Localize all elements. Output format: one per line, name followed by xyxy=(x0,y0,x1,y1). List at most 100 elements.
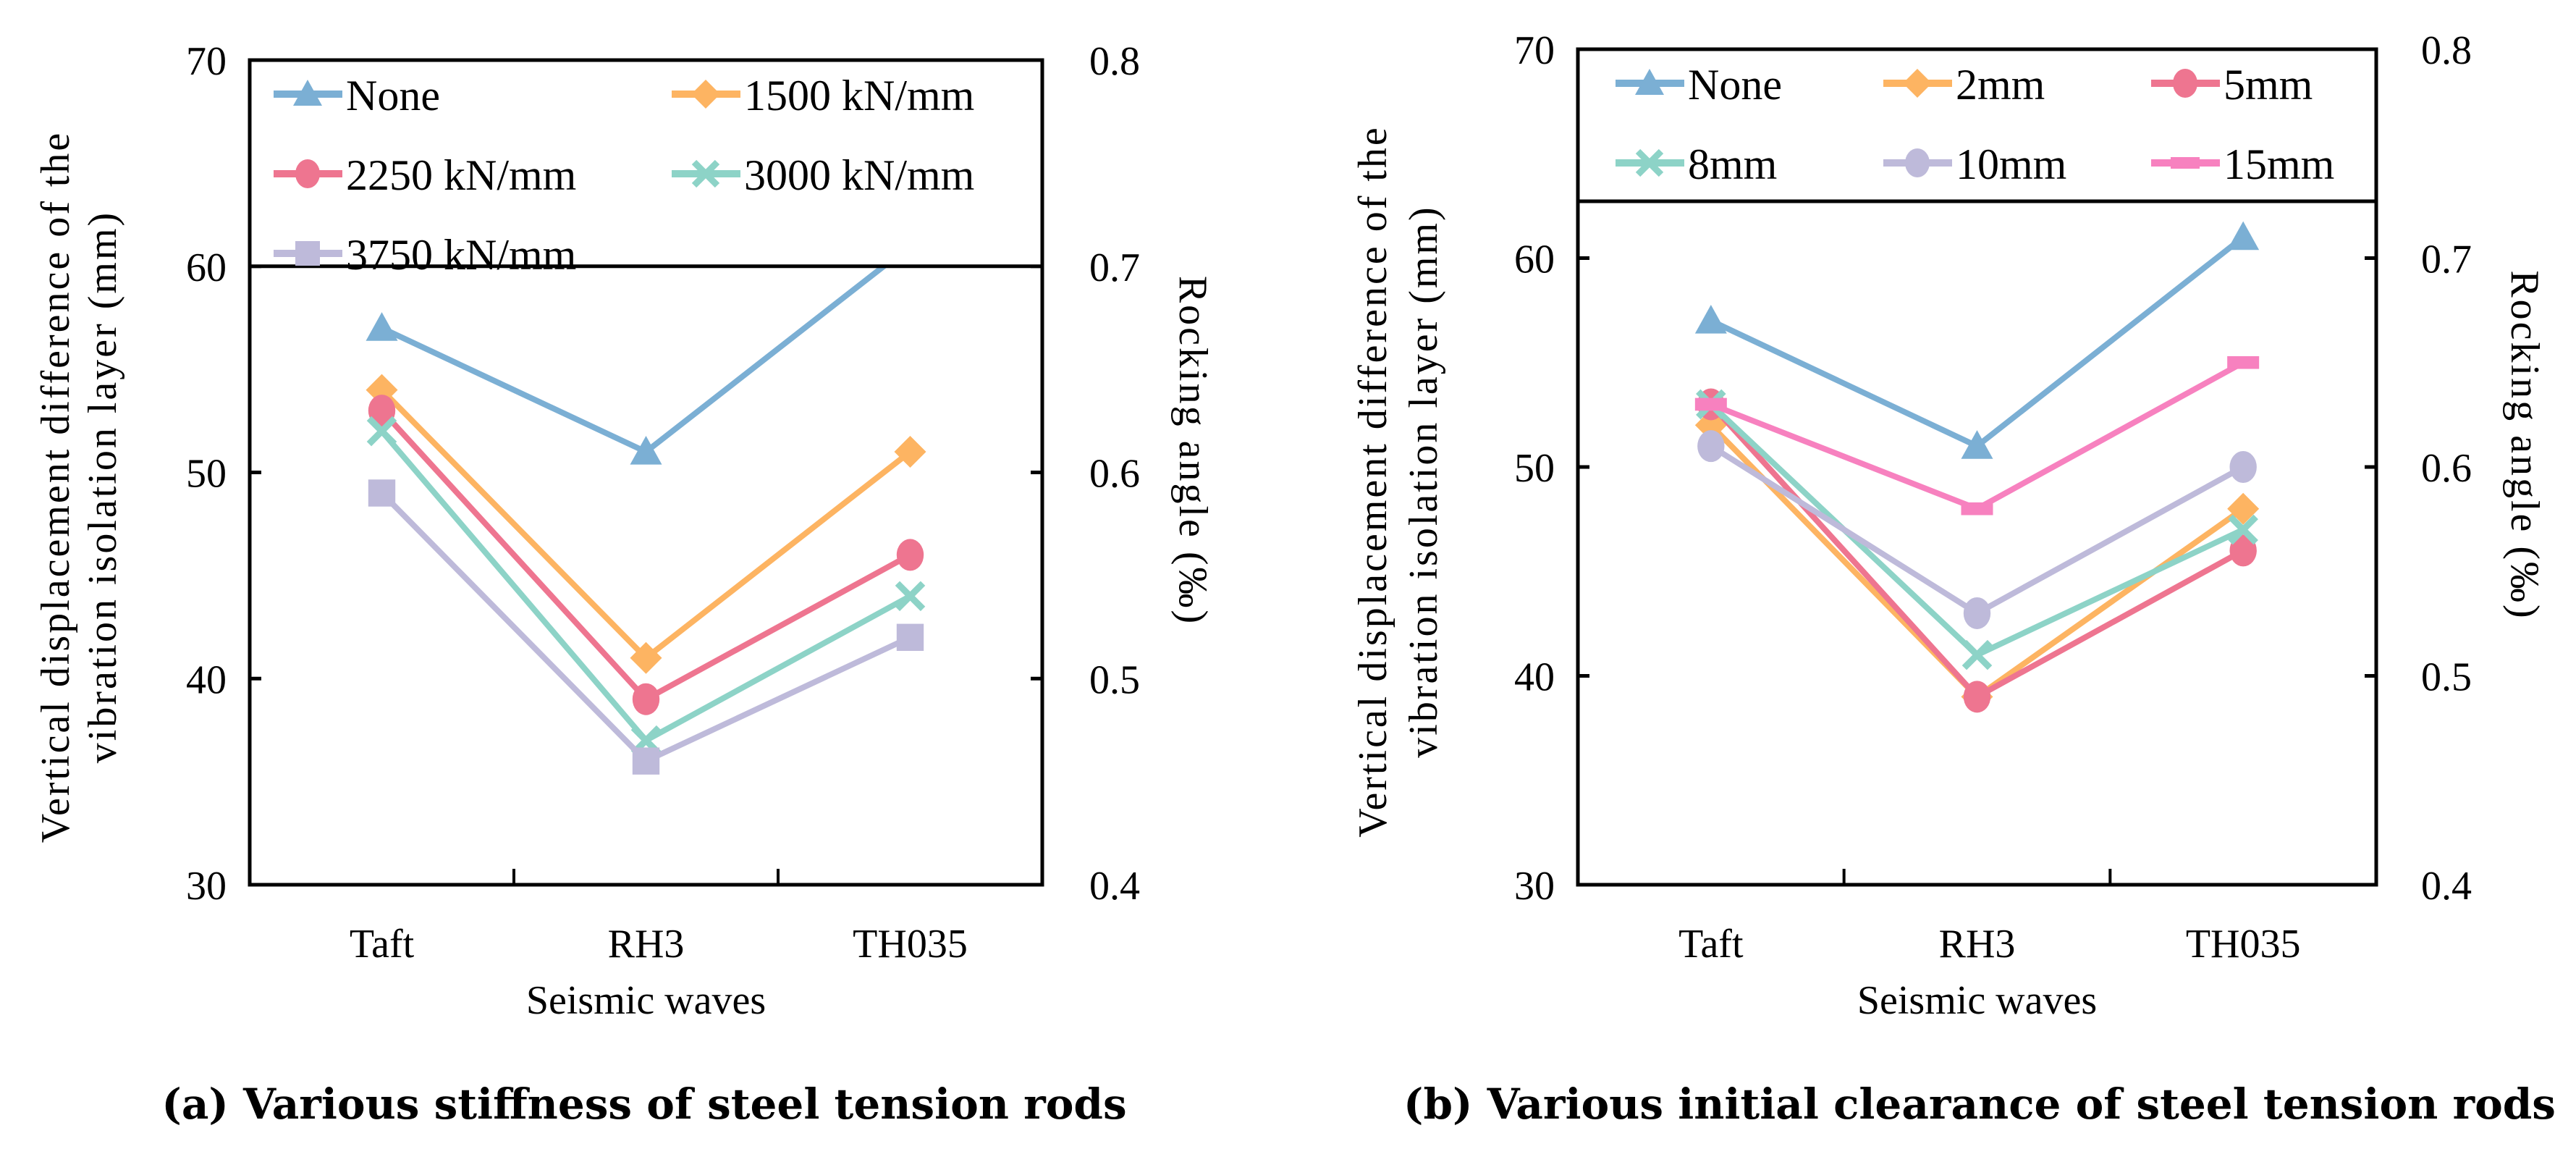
data-point xyxy=(2229,451,2257,483)
legend-item: 15mm xyxy=(2151,140,2334,188)
legend-item: 2mm xyxy=(1883,61,2045,109)
y2-tick-label: 0.8 xyxy=(2421,28,2472,73)
data-point xyxy=(1963,597,1991,629)
data-point xyxy=(1694,397,1727,411)
data-point xyxy=(632,683,660,715)
series-15mm xyxy=(1694,355,2260,515)
legend-label: 3000 kN/mm xyxy=(744,151,974,199)
x-tick-label: RH3 xyxy=(1939,922,2016,967)
legend-label: 3750 kN/mm xyxy=(346,231,576,279)
x-tick-label: Taft xyxy=(350,922,415,967)
legend-item: None xyxy=(1616,61,1782,109)
x-tick-label: RH3 xyxy=(608,922,685,967)
y2-tick-label: 0.5 xyxy=(1089,657,1140,702)
legend-item: 8mm xyxy=(1616,140,1777,188)
series-none xyxy=(1694,221,2260,459)
x-axis-title: Seismic waves xyxy=(1857,978,2097,1023)
y2-tick-label: 0.5 xyxy=(2421,655,2472,700)
legend-marker-icon xyxy=(295,241,320,266)
x-tick-label: Taft xyxy=(1678,922,1744,967)
series-line xyxy=(1709,443,2245,616)
legend-item: 10mm xyxy=(1883,140,2066,188)
legend-marker-icon xyxy=(1635,69,1664,95)
y2-tick-label: 0.8 xyxy=(1089,39,1140,84)
series-2250-kn-mm xyxy=(368,395,924,715)
legend-marker-icon xyxy=(691,80,720,109)
y-tick-label: 60 xyxy=(186,245,227,290)
y2-axis-title: Rocking angle (‰) xyxy=(2502,270,2547,620)
legend-label: 8mm xyxy=(1688,140,1777,188)
legend-item: 1500 kN/mm xyxy=(672,72,974,119)
y2-tick-label: 0.7 xyxy=(2421,237,2472,282)
legend-label: 10mm xyxy=(1956,140,2066,188)
data-point xyxy=(895,581,926,612)
series-line xyxy=(379,491,912,765)
data-point xyxy=(896,623,924,651)
legend-label: None xyxy=(346,72,440,119)
x-tick-label: TH035 xyxy=(2186,922,2301,967)
legend-item: 2250 kN/mm xyxy=(274,151,576,199)
legend-marker-icon xyxy=(295,159,320,188)
y2-axis-title: Rocking angle (‰) xyxy=(1170,276,1215,626)
data-point xyxy=(368,479,396,507)
figure-caption: (b) Various initial clearance of steel t… xyxy=(1403,1079,2556,1129)
figure-caption: (a) Various stiffness of steel tension r… xyxy=(161,1079,1126,1129)
series-10mm xyxy=(1697,430,2257,629)
data-point xyxy=(632,747,660,775)
data-point xyxy=(1963,681,1991,713)
y-tick-label: 30 xyxy=(186,864,227,909)
data-point xyxy=(2227,355,2260,369)
y-tick-label: 40 xyxy=(186,657,227,702)
legend-label: 2250 kN/mm xyxy=(346,151,576,199)
legend-marker-icon xyxy=(2171,157,2200,169)
legend-item: 3750 kN/mm xyxy=(274,231,576,279)
legend-box xyxy=(1576,47,2378,203)
legend-marker-icon xyxy=(2173,69,2197,98)
data-point xyxy=(1961,430,1993,459)
y-tick-label: 50 xyxy=(186,452,227,497)
data-point xyxy=(2227,492,2260,525)
data-point xyxy=(2229,534,2257,567)
data-point xyxy=(366,312,398,341)
legend-marker-icon xyxy=(1635,148,1664,177)
legend-label: 2mm xyxy=(1956,61,2045,109)
legend-label: 1500 kN/mm xyxy=(744,72,974,119)
y-tick-label: 70 xyxy=(1514,28,1555,73)
y-axis-title: Vertical displacement difference of the xyxy=(1351,125,1395,838)
legend-item: 3000 kN/mm xyxy=(672,151,974,199)
y-axis-title: vibration isolation layer (mm) xyxy=(80,211,125,763)
y-tick-label: 40 xyxy=(1514,655,1555,700)
data-point xyxy=(1694,305,1727,334)
y2-tick-label: 0.4 xyxy=(1089,864,1140,909)
y2-tick-label: 0.4 xyxy=(2421,864,2472,909)
y2-tick-label: 0.6 xyxy=(2421,446,2472,491)
y-tick-label: 50 xyxy=(1514,446,1555,491)
data-point xyxy=(896,539,924,571)
x-tick-label: TH035 xyxy=(853,922,968,967)
chart-a: 30 40 50 60 70 0.4 0.5 0.6 0.7 0.8 Taft RH3 TH035 Sei… xyxy=(33,39,1215,1129)
data-point xyxy=(366,416,397,447)
y-axis-title: vibration isolation layer (mm) xyxy=(1401,205,1446,757)
legend-marker-icon xyxy=(1903,69,1932,98)
data-point xyxy=(630,641,662,674)
data-point xyxy=(1961,639,1993,670)
y-tick-label: 30 xyxy=(1514,864,1555,909)
series-3750-kn-mm xyxy=(368,479,924,775)
series-1500-kn-mm xyxy=(366,374,926,674)
data-point xyxy=(2228,514,2258,545)
legend-label: 5mm xyxy=(2224,61,2313,109)
legend-item: None xyxy=(274,72,440,119)
data-point xyxy=(1961,502,1993,515)
legend-box xyxy=(248,58,1044,269)
legend-label: None xyxy=(1688,61,1782,109)
legend-marker-icon xyxy=(1905,148,1930,177)
data-point xyxy=(368,395,396,427)
legend-marker-icon xyxy=(293,80,322,106)
y-tick-label: 60 xyxy=(1514,237,1555,282)
data-point xyxy=(2227,221,2260,251)
y-axis-title: Vertical displacement difference of the xyxy=(33,131,78,843)
y2-tick-label: 0.7 xyxy=(1089,245,1140,290)
chart-b: 30 40 50 60 70 0.4 0.5 0.6 0.7 0.8 Taft RH3 TH035 Sei… xyxy=(1351,28,2556,1129)
y2-tick-label: 0.6 xyxy=(1089,452,1140,497)
